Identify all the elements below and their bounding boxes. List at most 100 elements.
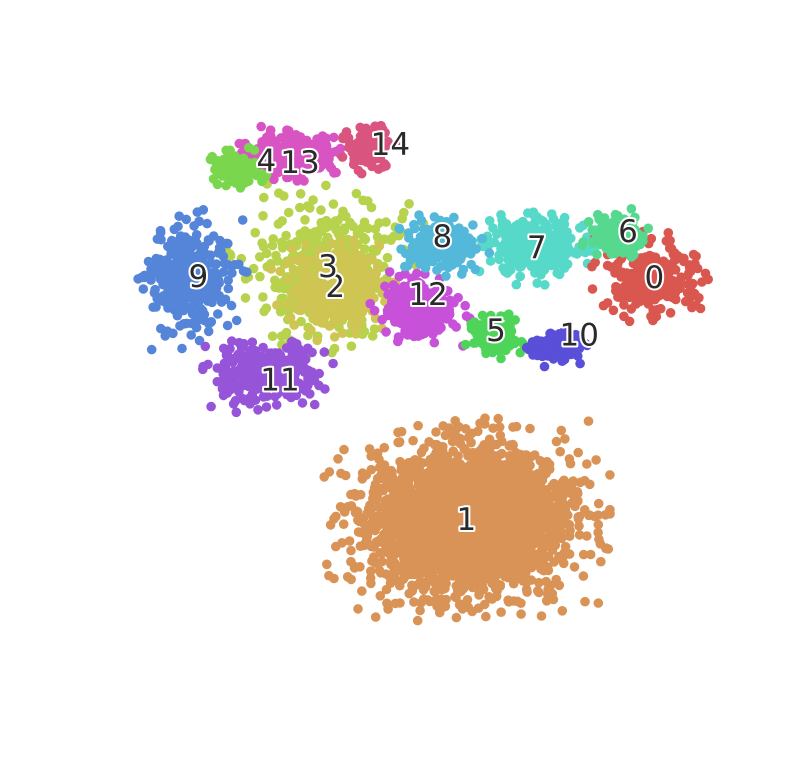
data-point <box>259 192 269 203</box>
data-point <box>295 189 306 199</box>
data-point <box>432 558 443 569</box>
data-point <box>200 341 211 352</box>
data-point <box>357 586 367 596</box>
data-point <box>417 565 428 575</box>
data-point <box>155 225 166 236</box>
data-point <box>538 462 548 473</box>
data-point <box>436 573 446 584</box>
data-point <box>209 267 220 277</box>
data-point <box>574 511 585 522</box>
data-point <box>626 304 637 314</box>
data-point <box>375 471 386 482</box>
data-point <box>384 234 395 245</box>
data-point <box>582 459 592 469</box>
data-point <box>496 547 506 557</box>
scatter-points <box>133 120 713 626</box>
data-point <box>157 256 167 266</box>
data-point <box>655 303 666 314</box>
data-point <box>370 224 381 234</box>
data-point <box>453 543 463 554</box>
data-point <box>534 536 544 547</box>
data-point <box>462 446 472 457</box>
data-point <box>174 211 184 221</box>
data-point <box>222 320 233 331</box>
data-point <box>433 547 444 558</box>
data-point <box>381 327 391 337</box>
data-point <box>479 440 490 450</box>
data-point <box>399 556 410 566</box>
data-point <box>450 458 461 468</box>
data-point <box>416 542 426 552</box>
data-point <box>649 294 660 305</box>
data-point <box>281 327 292 338</box>
data-point <box>548 505 558 516</box>
data-point <box>536 269 546 280</box>
data-point <box>261 402 272 412</box>
data-point <box>483 495 493 506</box>
data-point <box>497 436 507 447</box>
data-point <box>369 305 380 316</box>
data-point <box>189 221 199 231</box>
data-point <box>611 281 621 292</box>
data-point <box>218 267 229 277</box>
data-point <box>213 309 223 319</box>
data-point <box>226 300 237 311</box>
data-point <box>307 347 317 358</box>
data-point <box>377 459 387 470</box>
data-point <box>220 362 231 373</box>
data-point <box>409 469 419 479</box>
data-point <box>439 499 449 510</box>
data-point <box>565 458 576 469</box>
data-point <box>433 325 444 335</box>
data-point <box>602 298 613 308</box>
data-point <box>684 268 694 278</box>
data-point <box>585 479 595 490</box>
data-point <box>329 332 340 342</box>
data-point <box>335 307 345 318</box>
data-point <box>370 479 381 490</box>
data-point <box>559 475 569 486</box>
data-point <box>257 238 267 248</box>
data-point <box>593 510 603 520</box>
data-point <box>508 439 518 450</box>
data-point <box>289 266 300 277</box>
data-point <box>338 206 348 217</box>
data-point <box>173 221 183 232</box>
data-point <box>272 256 283 266</box>
data-point <box>500 471 510 481</box>
data-point <box>172 297 183 308</box>
data-point <box>287 243 297 254</box>
data-point <box>542 489 553 500</box>
data-point <box>457 604 468 614</box>
data-point <box>359 326 370 337</box>
data-point <box>463 465 474 476</box>
data-point <box>223 275 233 286</box>
data-point <box>602 260 613 271</box>
data-point <box>148 302 158 313</box>
data-point <box>532 586 543 596</box>
data-point <box>299 367 310 378</box>
data-point <box>560 434 570 444</box>
data-point <box>507 245 517 256</box>
data-point <box>457 485 467 496</box>
data-point <box>473 464 484 474</box>
data-point <box>177 343 187 354</box>
data-point <box>236 370 246 380</box>
data-point <box>408 435 418 446</box>
data-point <box>386 465 397 476</box>
data-point <box>396 462 407 473</box>
data-point <box>431 515 442 525</box>
data-point <box>255 271 265 282</box>
data-point <box>425 596 435 607</box>
data-point <box>578 549 589 560</box>
data-point <box>438 421 449 431</box>
data-point <box>425 458 435 469</box>
data-point <box>583 416 594 427</box>
data-point <box>162 326 173 337</box>
data-point <box>484 216 495 226</box>
data-point <box>349 235 359 246</box>
data-point <box>475 418 485 429</box>
data-point <box>521 584 532 595</box>
data-point <box>381 217 391 227</box>
